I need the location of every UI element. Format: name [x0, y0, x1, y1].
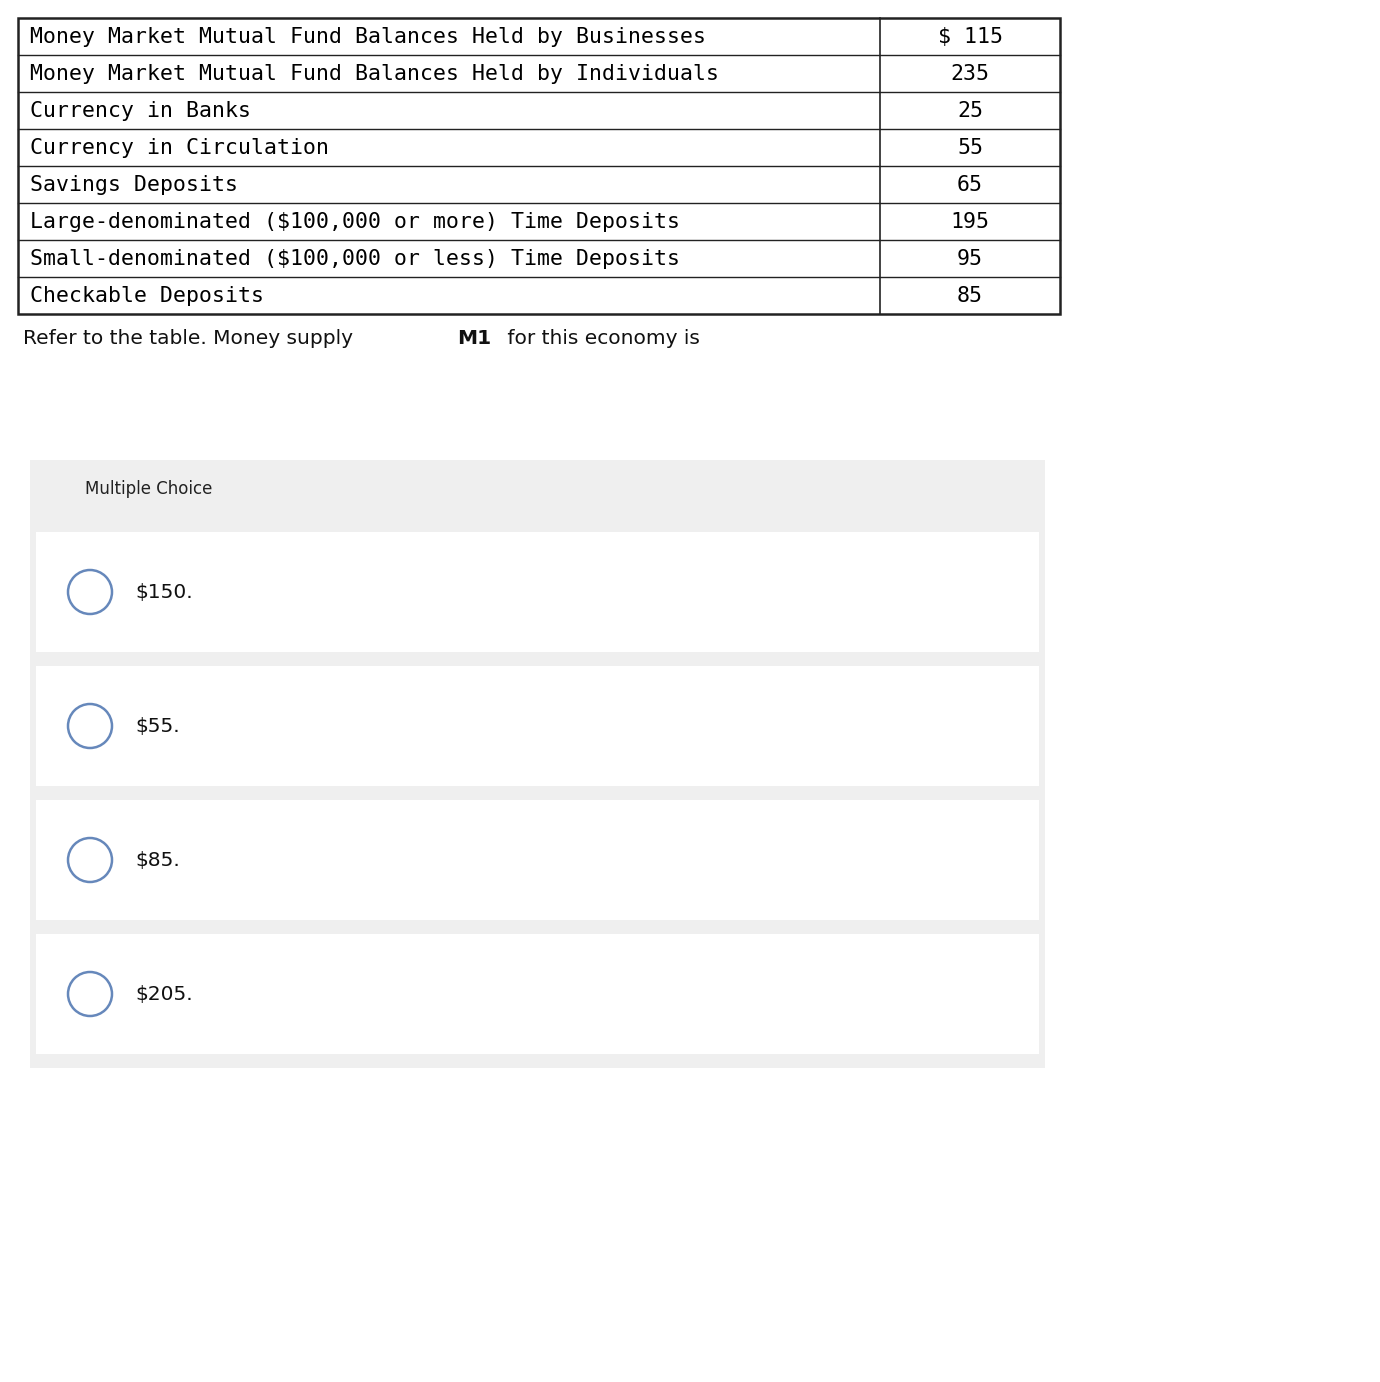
- Text: Money Market Mutual Fund Balances Held by Individuals: Money Market Mutual Fund Balances Held b…: [30, 64, 719, 83]
- Circle shape: [68, 972, 112, 1016]
- Text: $55.: $55.: [135, 716, 179, 735]
- Text: 85: 85: [956, 286, 983, 305]
- Circle shape: [68, 569, 112, 614]
- Text: 195: 195: [951, 211, 989, 232]
- Bar: [30, 460, 1045, 1068]
- Bar: [36, 800, 1039, 920]
- Circle shape: [68, 703, 112, 748]
- Bar: [30, 460, 1045, 518]
- Bar: [18, 18, 1060, 314]
- Text: $150.: $150.: [135, 582, 193, 601]
- Text: 55: 55: [956, 137, 983, 158]
- Text: $85.: $85.: [135, 850, 179, 869]
- Bar: [36, 934, 1039, 1054]
- Text: Refer to the table. Money supply: Refer to the table. Money supply: [23, 329, 359, 347]
- Text: $205.: $205.: [135, 984, 193, 1003]
- Text: Currency in Banks: Currency in Banks: [30, 101, 251, 120]
- Text: 65: 65: [956, 174, 983, 195]
- Bar: [36, 532, 1039, 652]
- Text: 95: 95: [956, 249, 983, 268]
- Text: Currency in Circulation: Currency in Circulation: [30, 137, 328, 158]
- Text: Savings Deposits: Savings Deposits: [30, 174, 237, 195]
- Text: M1: M1: [457, 329, 491, 347]
- Text: Large-denominated ($100,000 or more) Time Deposits: Large-denominated ($100,000 or more) Tim…: [30, 211, 680, 232]
- Text: Checkable Deposits: Checkable Deposits: [30, 286, 264, 305]
- Text: for this economy is: for this economy is: [501, 329, 700, 347]
- Text: Multiple Choice: Multiple Choice: [86, 480, 213, 498]
- Circle shape: [68, 837, 112, 882]
- Text: $ 115: $ 115: [937, 26, 1002, 47]
- Text: Money Market Mutual Fund Balances Held by Businesses: Money Market Mutual Fund Balances Held b…: [30, 26, 707, 47]
- Text: 235: 235: [951, 64, 989, 83]
- Text: 25: 25: [956, 101, 983, 120]
- Text: Small-denominated ($100,000 or less) Time Deposits: Small-denominated ($100,000 or less) Tim…: [30, 249, 680, 268]
- Bar: [36, 666, 1039, 786]
